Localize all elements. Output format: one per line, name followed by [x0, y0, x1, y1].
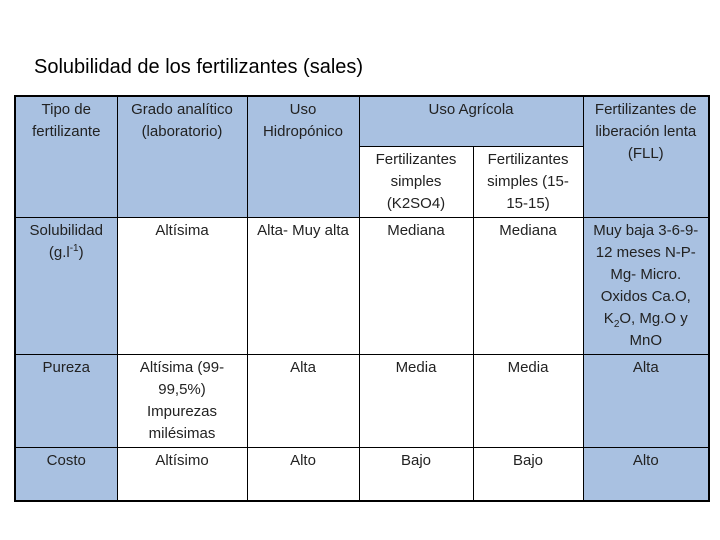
- cell: Bajo: [472, 446, 584, 502]
- text: Solubilidad (g.l: [29, 221, 103, 261]
- cell: Alta: [582, 353, 710, 448]
- cell: Altísimo: [116, 446, 248, 502]
- row-label: Pureza: [14, 353, 118, 448]
- subscript: 2: [613, 318, 620, 330]
- cell: Bajo: [358, 446, 474, 502]
- header-cell: Uso Hidropónico: [246, 95, 360, 218]
- cell: Alta: [246, 353, 360, 448]
- text: O, Mg.O y MnO: [619, 309, 688, 349]
- row-label: Costo: [14, 446, 118, 502]
- header-cell: Grado analítico (laboratorio): [116, 95, 248, 218]
- header-cell: Tipo de fertilizante: [14, 95, 118, 218]
- cell: Alto: [582, 446, 710, 502]
- row-label: Solubilidad (g.l-1): [14, 216, 118, 355]
- subheader-cell: Fertilizantes simples (15-15-15): [472, 145, 584, 218]
- cell: Mediana: [472, 216, 584, 355]
- header-cell: Uso Agrícola: [358, 95, 584, 147]
- slide-title: Solubilidad de los fertilizantes (sales): [34, 56, 364, 78]
- text: ): [78, 243, 84, 261]
- cell: Media: [472, 353, 584, 448]
- header-cell: Fertilizantes de liberación lenta (FLL): [582, 95, 710, 218]
- cell: Alto: [246, 446, 360, 502]
- text: Muy baja 3-6-9-12 meses N-P-Mg- Micro. O…: [593, 221, 699, 327]
- subheader-cell: Fertilizantes simples (K2SO4): [358, 145, 474, 218]
- table: Tipo de fertilizante Grado analítico (la…: [14, 95, 711, 502]
- cell: Mediana: [358, 216, 474, 355]
- cell: Alta- Muy alta: [246, 216, 360, 355]
- cell: Media: [358, 353, 474, 448]
- cell: Altísima (99-99,5%) Impurezas milésimas: [116, 353, 248, 448]
- cell: Muy baja 3-6-9-12 meses N-P-Mg- Micro. O…: [582, 216, 710, 355]
- superscript: -1: [69, 242, 79, 254]
- cell: Altísima: [116, 216, 248, 355]
